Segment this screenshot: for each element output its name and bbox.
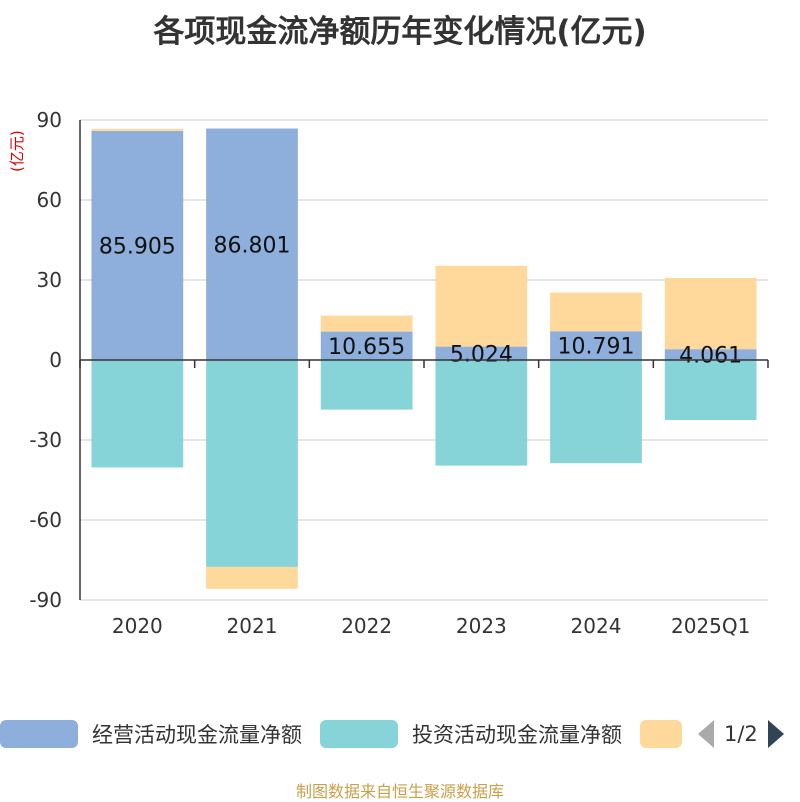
bar-1-2023 [435, 360, 528, 466]
data-label-2025Q1: 4.061 [679, 344, 742, 369]
bar-1-2022 [320, 360, 413, 410]
bar-0-2023 [435, 346, 528, 360]
bar-2-2023 [435, 265, 528, 347]
legend-item-financing[interactable] [640, 716, 682, 752]
x-tick-label: 2025Q1 [671, 614, 750, 638]
legend-page-indicator: 1/2 [724, 722, 758, 746]
x-tick-label: 2024 [571, 614, 622, 638]
data-label-2024: 10.791 [558, 335, 635, 360]
x-tick-label: 2023 [456, 614, 507, 638]
x-tick-label: 2020 [112, 614, 163, 638]
x-tick-label: 2022 [341, 614, 392, 638]
bar-0-2020 [91, 130, 184, 360]
legend-swatch-operating [0, 720, 78, 748]
bar-0-2025Q1 [664, 349, 757, 360]
y-tick-label: 30 [37, 268, 62, 292]
data-label-2021: 86.801 [214, 233, 291, 258]
y-tick-label: 0 [49, 348, 62, 372]
chart-title: 各项现金流净额历年变化情况(亿元) [153, 14, 647, 50]
bar-2-2024 [550, 292, 642, 332]
legend-pager: 1/2 [698, 716, 784, 752]
bar-2-2025Q1 [664, 277, 757, 350]
legend-next-page-icon[interactable] [767, 720, 784, 748]
legend-swatch-investing [320, 720, 398, 748]
data-source-note: 制图数据来自恒生聚源数据库 [295, 782, 504, 801]
data-label-2020: 85.905 [99, 234, 176, 259]
bar-1-2021 [206, 360, 298, 567]
bar-1-2025Q1 [664, 360, 757, 420]
chart-canvas: 90 60 30 0 -30 -60 -90 85.905 2020 86.801 2021 10.6… [29, 108, 769, 638]
y-tick-label: -60 [29, 508, 62, 532]
legend-label-operating: 经营活动现金流量净额 [92, 723, 302, 747]
bar-2-2022 [320, 315, 413, 332]
bar-0-2024 [550, 331, 642, 360]
bar-1-2024 [550, 360, 642, 464]
y-tick-label: 60 [37, 188, 62, 212]
y-tick-label: -90 [29, 588, 62, 612]
bar-2-2020 [91, 128, 184, 131]
data-label-2022: 10.655 [328, 335, 405, 360]
legend: 经营活动现金流量净额 投资活动现金流量净额 [0, 716, 800, 756]
legend-label-investing: 投资活动现金流量净额 [412, 723, 622, 747]
legend-item-investing[interactable]: 投资活动现金流量净额 [320, 716, 622, 752]
y-tick-label: 90 [37, 108, 62, 132]
legend-item-operating[interactable]: 经营活动现金流量净额 [0, 716, 302, 752]
legend-swatch-financing [640, 720, 682, 748]
bar-0-2022 [320, 331, 413, 360]
data-label-2023: 5.024 [450, 342, 513, 367]
y-tick-label: -30 [29, 428, 62, 452]
bar-1-2020 [91, 360, 184, 468]
bar-2-2021 [206, 566, 298, 589]
legend-prev-page-icon[interactable] [698, 720, 714, 748]
bar-0-2021 [206, 128, 298, 360]
x-tick-label: 2021 [227, 614, 278, 638]
